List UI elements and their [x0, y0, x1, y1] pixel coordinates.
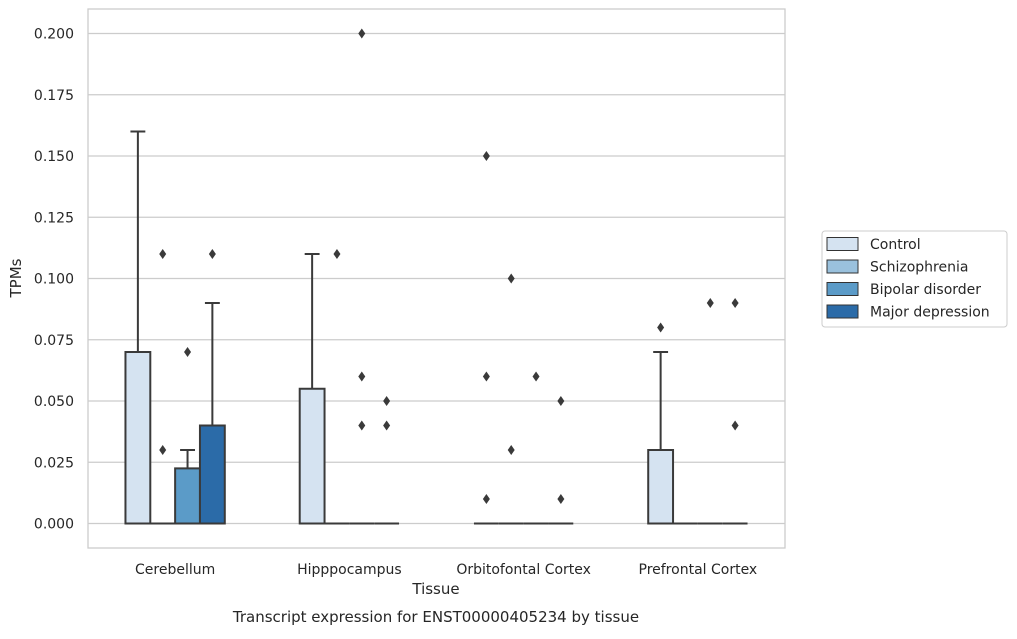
x-tick-label: Prefrontal Cortex [639, 562, 758, 578]
box-2-1 [498, 273, 524, 525]
box [298, 387, 326, 525]
legend: Control Schizophrenia Bipolar disorder Majo… [821, 230, 1008, 328]
legend-label: Bipolar disorder [870, 282, 981, 298]
legend-label: Major depression [870, 305, 990, 321]
y-axis-ticks: 0.000 0.025 0.050 0.075 0.100 0.125 0.150 0.175… [34, 27, 74, 533]
outlier-point [482, 151, 490, 161]
box-1-3 [374, 396, 400, 525]
box-0-3 [198, 249, 226, 525]
outlier-point [657, 322, 665, 333]
chart-caption: Transcript expression for ENST0000040523… [232, 608, 639, 626]
y-tick-label: 0.050 [34, 394, 74, 410]
outlier-point [184, 347, 192, 357]
y-tick-label: 0.150 [34, 149, 74, 165]
outlier-point [532, 371, 540, 382]
legend-items: Control Schizophrenia Bipolar disorder Majo… [826, 237, 990, 321]
x-axis-label: Tissue [411, 580, 459, 598]
outlier-point [507, 273, 515, 284]
legend-swatch [826, 237, 859, 251]
box [124, 351, 152, 525]
box-3-0 [647, 322, 675, 525]
outlier-point [159, 445, 167, 455]
outlier-point [383, 420, 391, 431]
y-axis-label: TPMs [7, 258, 25, 298]
outlier-point [358, 28, 366, 39]
y-tick-label: 0.200 [34, 27, 74, 43]
box [198, 424, 226, 525]
y-tick-label: 0.175 [34, 88, 74, 104]
box-1-1 [324, 249, 350, 525]
box-1-0 [298, 253, 326, 525]
outlier-point [482, 494, 490, 504]
y-tick-label: 0.100 [34, 272, 74, 288]
outlier-point [333, 249, 341, 259]
x-tick-label: Hipppocampus [297, 562, 402, 578]
box-3-3 [722, 298, 748, 525]
box-0-2 [174, 347, 201, 525]
legend-label: Control [870, 237, 921, 253]
box-0-1 [150, 249, 176, 525]
box [174, 467, 201, 525]
box-2-0 [473, 151, 499, 525]
legend-swatch [826, 282, 859, 296]
outlier-point [557, 396, 565, 406]
outlier-point [358, 371, 366, 382]
outlier-point [383, 396, 391, 406]
box-2-2 [523, 371, 549, 525]
y-tick-label: 0.075 [34, 333, 74, 349]
box-1-2 [349, 28, 375, 525]
outlier-point [482, 371, 490, 382]
y-tick-label: 0.025 [34, 455, 74, 471]
y-tick-label: 0.125 [34, 210, 74, 226]
x-tick-label: Orbitofontal Cortex [456, 562, 591, 578]
legend-frame [821, 230, 1008, 328]
outlier-point [507, 445, 515, 455]
box-3-2 [697, 298, 723, 525]
outlier-point [358, 420, 366, 431]
x-tick-label: Cerebellum [135, 562, 215, 578]
outlier-point [731, 298, 739, 308]
outlier-point [557, 494, 565, 504]
outlier-point [706, 298, 714, 308]
outlier-point [731, 420, 739, 431]
outlier-point [208, 249, 216, 259]
outlier-point [159, 249, 167, 259]
y-tick-label: 0.000 [34, 517, 74, 533]
legend-label: Schizophrenia [870, 260, 968, 276]
legend-swatch [826, 304, 859, 319]
x-axis-ticks: Cerebellum Hipppocampus Orbitofontal Corte… [135, 562, 757, 578]
plot-area-frame [87, 8, 786, 549]
legend-swatch [826, 259, 859, 274]
box-layer [124, 28, 748, 525]
box-2-3 [548, 396, 574, 525]
box-0-0 [124, 130, 152, 525]
box [647, 449, 675, 525]
